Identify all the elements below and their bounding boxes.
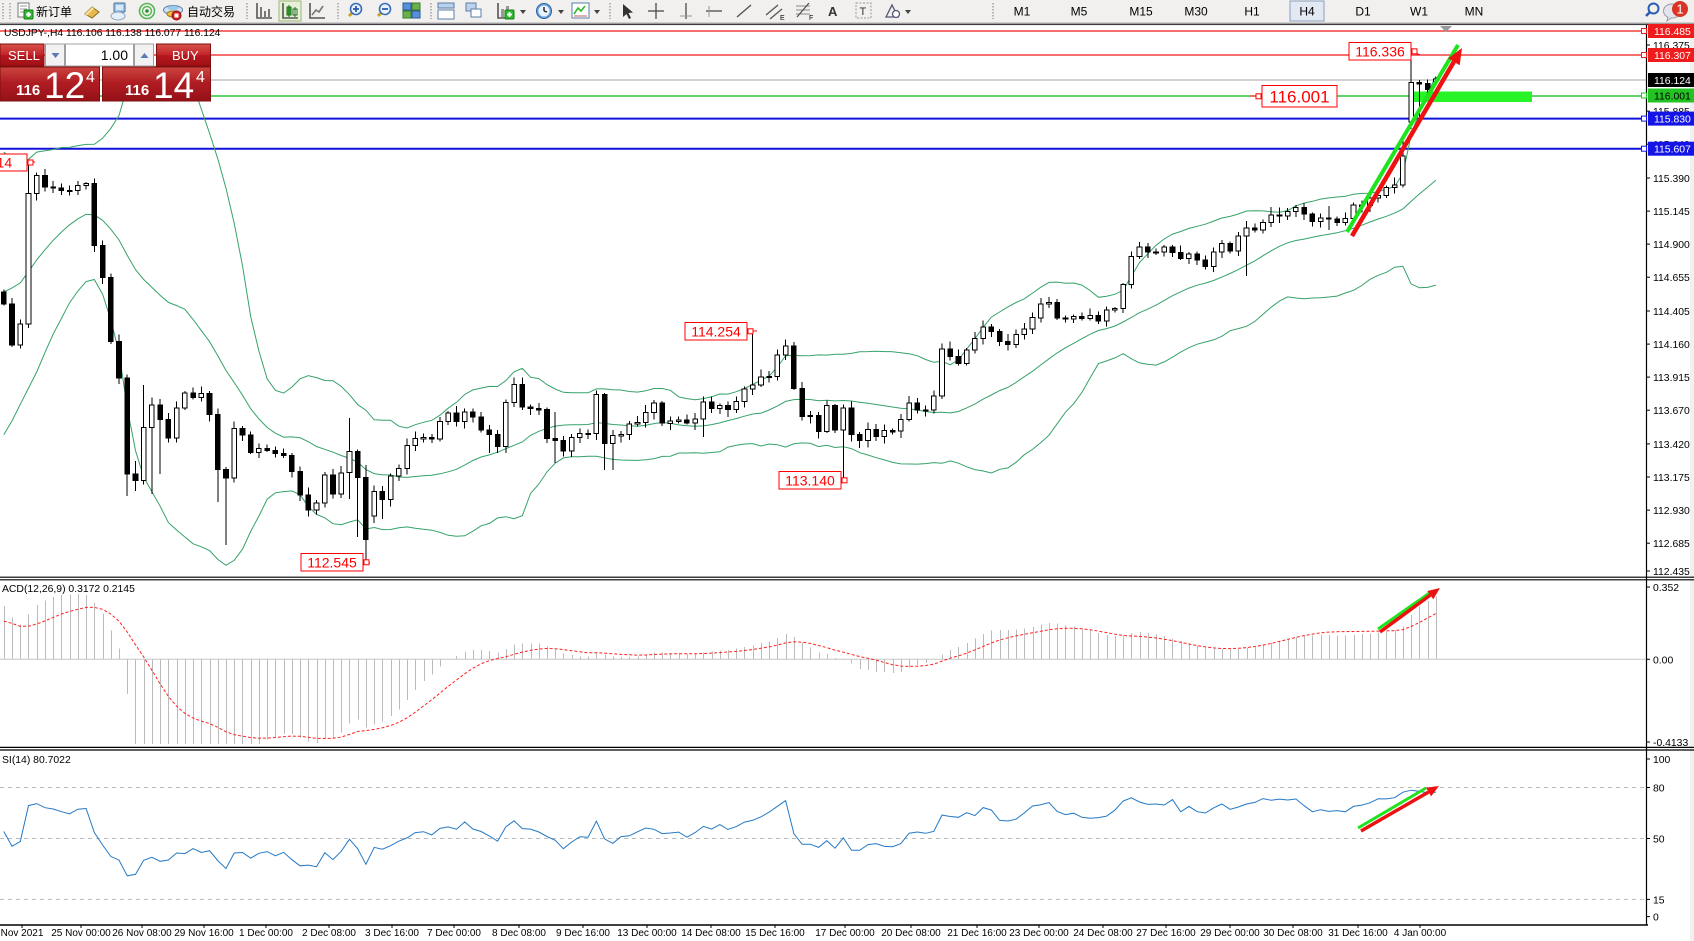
- svg-text:114.900: 114.900: [1653, 240, 1690, 251]
- svg-text:514: 514: [0, 155, 12, 171]
- svg-text:1 Dec 00:00: 1 Dec 00:00: [239, 928, 293, 939]
- svg-text:24 Dec 08:00: 24 Dec 08:00: [1073, 928, 1133, 939]
- svg-text:114.655: 114.655: [1653, 273, 1690, 284]
- svg-text:ACD(12,26,9) 0.3172 0.2145: ACD(12,26,9) 0.3172 0.2145: [2, 584, 135, 595]
- svg-text:14 Dec 08:00: 14 Dec 08:00: [681, 928, 741, 939]
- svg-text:1: 1: [1676, 2, 1683, 17]
- svg-text:116.124: 116.124: [1654, 76, 1691, 87]
- svg-text:MN: MN: [1465, 5, 1484, 19]
- svg-text:USDJPY-,H4 116.106 116.138 11: USDJPY-,H4 116.106 116.138 116.077 116.1…: [4, 28, 221, 39]
- svg-text:W1: W1: [1410, 5, 1428, 19]
- svg-text:14: 14: [153, 65, 194, 106]
- svg-text:M5: M5: [1071, 5, 1088, 19]
- svg-text:116.001: 116.001: [1269, 87, 1329, 106]
- svg-text:27 Dec 16:00: 27 Dec 16:00: [1136, 928, 1196, 939]
- svg-text:0: 0: [1653, 913, 1659, 924]
- svg-text:17 Dec 00:00: 17 Dec 00:00: [815, 928, 875, 939]
- svg-text:M15: M15: [1129, 5, 1153, 19]
- svg-text:23 Dec 00:00: 23 Dec 00:00: [1009, 928, 1069, 939]
- svg-text:4: 4: [86, 69, 95, 86]
- svg-text:A: A: [828, 4, 838, 19]
- svg-text:29 Nov 16:00: 29 Nov 16:00: [174, 928, 234, 939]
- svg-text:116.485: 116.485: [1654, 27, 1691, 38]
- svg-text:8 Dec 08:00: 8 Dec 08:00: [492, 928, 546, 939]
- svg-text:D1: D1: [1355, 5, 1371, 19]
- svg-text:E: E: [780, 15, 785, 22]
- svg-text:50: 50: [1653, 835, 1665, 846]
- svg-text:M1: M1: [1014, 5, 1031, 19]
- svg-text:116.001: 116.001: [1654, 92, 1691, 103]
- svg-text:25 Nov 00:00: 25 Nov 00:00: [51, 928, 111, 939]
- svg-text:115.607: 115.607: [1654, 145, 1691, 156]
- svg-text:114.254: 114.254: [691, 323, 741, 339]
- svg-text:116.307: 116.307: [1654, 51, 1691, 62]
- svg-text:112.545: 112.545: [307, 554, 357, 570]
- svg-text:100: 100: [1653, 755, 1671, 766]
- svg-text:13 Dec 00:00: 13 Dec 00:00: [617, 928, 677, 939]
- svg-text:116: 116: [125, 82, 149, 99]
- svg-text:80: 80: [1653, 784, 1665, 795]
- svg-text:H4: H4: [1299, 5, 1315, 19]
- svg-text:112.685: 112.685: [1653, 539, 1690, 550]
- svg-text:9 Dec 16:00: 9 Dec 16:00: [556, 928, 610, 939]
- svg-text:Nov 2021: Nov 2021: [1, 928, 44, 939]
- svg-text:21 Dec 16:00: 21 Dec 16:00: [947, 928, 1007, 939]
- svg-text:114.405: 114.405: [1653, 307, 1690, 318]
- svg-text:113.175: 113.175: [1653, 473, 1690, 484]
- svg-text:113.915: 113.915: [1653, 373, 1690, 384]
- svg-text:3 Dec 16:00: 3 Dec 16:00: [365, 928, 419, 939]
- svg-text:SI(14) 80.7022: SI(14) 80.7022: [2, 755, 71, 766]
- svg-text:112.930: 112.930: [1653, 506, 1690, 517]
- svg-text:M30: M30: [1184, 5, 1208, 19]
- svg-text:115.145: 115.145: [1653, 207, 1690, 218]
- svg-text:T: T: [860, 6, 867, 18]
- svg-text:31 Dec 16:00: 31 Dec 16:00: [1328, 928, 1388, 939]
- svg-text:H1: H1: [1244, 5, 1260, 19]
- svg-text:0.352: 0.352: [1653, 583, 1679, 594]
- svg-text:20 Dec 08:00: 20 Dec 08:00: [881, 928, 941, 939]
- svg-text:15: 15: [1653, 895, 1665, 906]
- svg-text:BUY: BUY: [172, 48, 199, 63]
- svg-text:113.420: 113.420: [1653, 440, 1690, 451]
- svg-text:116.336: 116.336: [1355, 43, 1405, 59]
- svg-text:0.00: 0.00: [1653, 655, 1673, 666]
- svg-text:115.390: 115.390: [1653, 174, 1690, 185]
- svg-text:116: 116: [16, 82, 40, 99]
- svg-text:114.160: 114.160: [1653, 340, 1690, 351]
- svg-text:F: F: [809, 15, 813, 22]
- svg-text:30 Dec 08:00: 30 Dec 08:00: [1263, 928, 1323, 939]
- svg-text:1.00: 1.00: [101, 47, 128, 63]
- svg-text:自动交易: 自动交易: [187, 4, 235, 19]
- svg-text:SELL: SELL: [8, 48, 40, 63]
- svg-text:115.830: 115.830: [1654, 115, 1691, 126]
- svg-text:26 Nov 08:00: 26 Nov 08:00: [112, 928, 172, 939]
- svg-text:112.435: 112.435: [1653, 567, 1690, 578]
- svg-text:7 Dec 00:00: 7 Dec 00:00: [427, 928, 481, 939]
- svg-text:15 Dec 16:00: 15 Dec 16:00: [745, 928, 805, 939]
- svg-text:4 Jan 00:00: 4 Jan 00:00: [1394, 928, 1447, 939]
- svg-text:113.670: 113.670: [1653, 406, 1690, 417]
- svg-text:-0.4133: -0.4133: [1653, 738, 1688, 749]
- svg-text:4: 4: [196, 69, 205, 86]
- svg-text:113.140: 113.140: [785, 472, 835, 488]
- svg-text:116.375: 116.375: [1653, 41, 1690, 52]
- svg-text:2 Dec 08:00: 2 Dec 08:00: [302, 928, 356, 939]
- svg-text:29 Dec 00:00: 29 Dec 00:00: [1200, 928, 1260, 939]
- svg-text:12: 12: [44, 65, 85, 106]
- svg-text:新订单: 新订单: [36, 4, 72, 19]
